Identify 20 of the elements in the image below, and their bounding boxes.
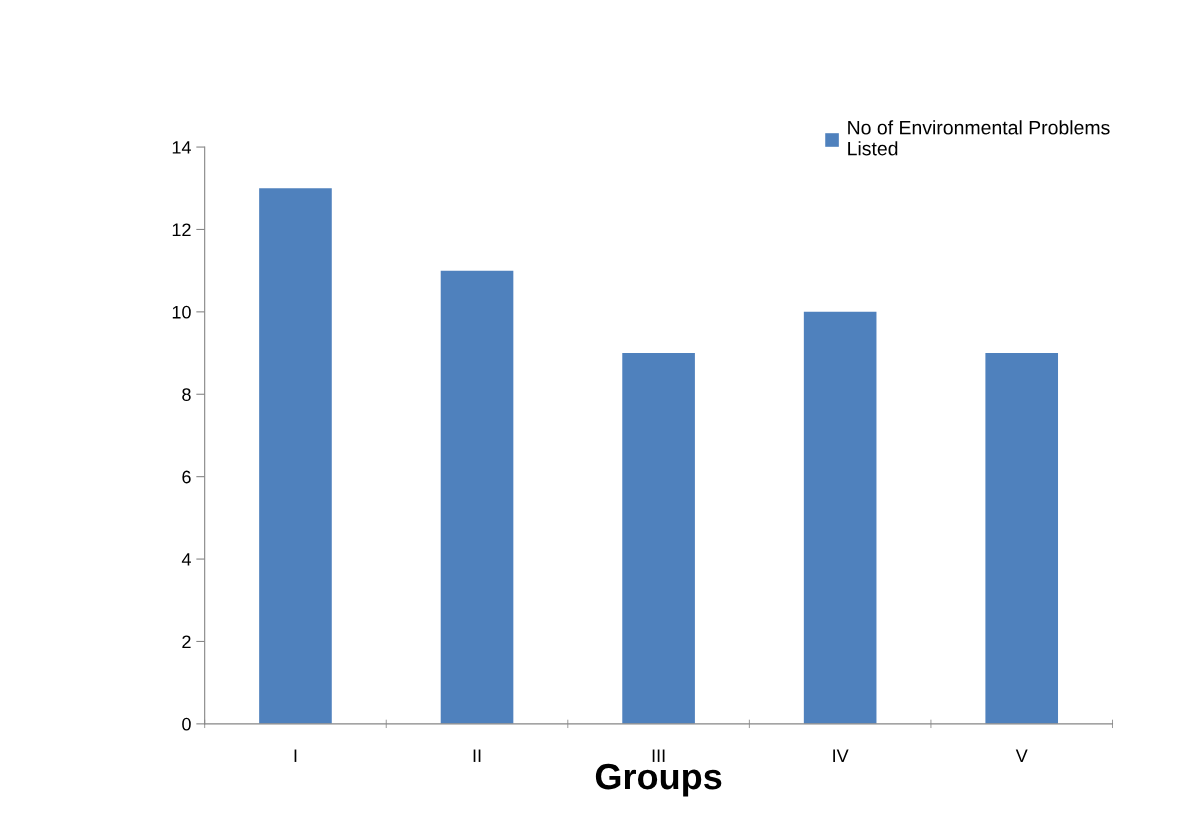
bar	[985, 353, 1059, 724]
legend-label: No of Environmental Problems Listed	[848, 120, 1110, 156]
y-tick-label: 4	[181, 553, 191, 566]
x-axis-title: Groups	[595, 763, 722, 797]
x-tick-label: III	[652, 749, 665, 762]
y-tick-label: 6	[182, 470, 191, 484]
bar	[259, 188, 332, 724]
x-tick-label: V	[1015, 749, 1028, 762]
y-tick-label: 14	[172, 141, 191, 154]
bar	[803, 311, 877, 724]
y-tick-label: 10	[172, 305, 191, 319]
y-tick-label: 12	[172, 223, 191, 236]
bar	[440, 270, 514, 724]
bar	[622, 353, 695, 724]
y-tick-label: 2	[182, 635, 191, 648]
x-tick-label: I	[294, 749, 297, 762]
y-tick-label: 8	[182, 388, 191, 401]
y-tick-label: 0	[182, 717, 191, 731]
x-tick-label: II	[473, 749, 481, 762]
x-tick-label: IV	[833, 749, 849, 762]
